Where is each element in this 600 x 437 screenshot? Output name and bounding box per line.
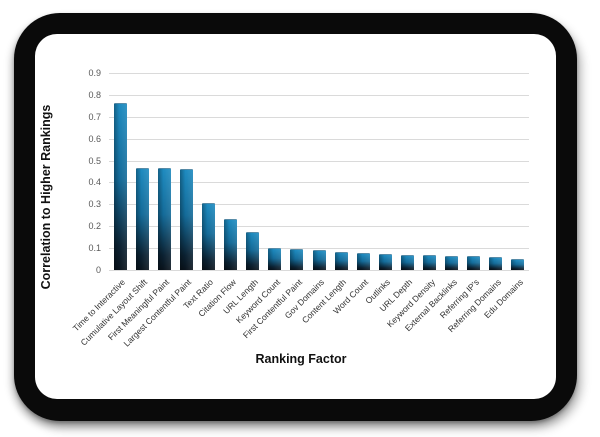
gridline bbox=[109, 73, 529, 74]
y-tick-label: 0.7 bbox=[88, 111, 101, 122]
x-axis-title: Ranking Factor bbox=[255, 352, 347, 366]
x-axis-baseline bbox=[109, 270, 529, 271]
bar bbox=[113, 102, 127, 270]
y-tick-label: 0.6 bbox=[88, 133, 101, 144]
bar bbox=[400, 254, 414, 270]
gridline bbox=[109, 94, 529, 96]
bar bbox=[157, 168, 171, 270]
plot-area: 0.9 0.8 0.7 0.6 0.5 0.4 0.3 0.2 0.1 0 Time to Inte… bbox=[71, 68, 529, 349]
bar bbox=[356, 252, 370, 270]
gridline bbox=[109, 138, 529, 140]
bar bbox=[268, 248, 282, 270]
y-tick-label: 0.5 bbox=[88, 155, 101, 166]
bar bbox=[290, 249, 304, 270]
gridline bbox=[109, 248, 529, 250]
bar bbox=[246, 231, 260, 270]
y-tick-label: 0.3 bbox=[88, 199, 101, 210]
y-tick-label: 0.2 bbox=[88, 221, 101, 232]
gridline bbox=[109, 226, 529, 228]
y-tick-label: 0.1 bbox=[88, 243, 101, 254]
y-tick-label: 0.9 bbox=[88, 68, 101, 78]
bar bbox=[489, 256, 503, 270]
y-tick-label: 0.8 bbox=[88, 89, 101, 100]
gridline bbox=[109, 160, 529, 162]
gridline bbox=[109, 182, 529, 184]
bar bbox=[179, 169, 193, 270]
bar bbox=[423, 255, 437, 270]
bar bbox=[135, 168, 149, 270]
screen: Correlation to Higher Rankings 0.9 0.8 0.7… bbox=[35, 34, 556, 399]
bar bbox=[378, 253, 392, 270]
y-tick-label: 0 bbox=[95, 265, 101, 275]
tablet-frame: Correlation to Higher Rankings 0.9 0.8 0.7… bbox=[14, 13, 577, 421]
bar bbox=[224, 218, 238, 270]
bar bbox=[445, 255, 459, 270]
bar bbox=[511, 259, 525, 270]
y-tick-label: 0.4 bbox=[88, 177, 101, 188]
gridline bbox=[109, 116, 529, 118]
y-axis-title: Correlation to Higher Rankings bbox=[39, 104, 53, 290]
bar bbox=[312, 250, 326, 270]
bar bbox=[201, 203, 215, 270]
gridline bbox=[109, 204, 529, 206]
bar bbox=[467, 256, 481, 270]
bar bbox=[334, 251, 348, 270]
bar-chart: Correlation to Higher Rankings 0.9 0.8 0.7… bbox=[35, 34, 556, 399]
